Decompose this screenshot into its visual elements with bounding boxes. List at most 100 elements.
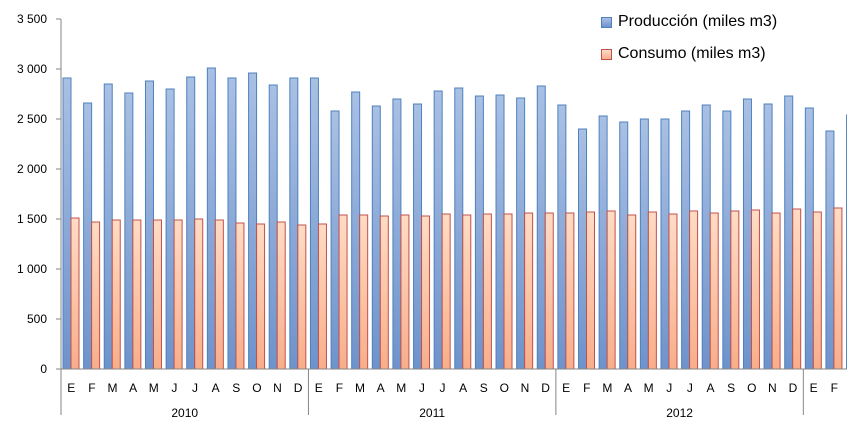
x-group-label-year: 2012 bbox=[666, 406, 693, 420]
y-tick-label: 2 500 bbox=[17, 112, 47, 126]
bar-produccion bbox=[579, 129, 587, 369]
x-tick-label-month: E bbox=[562, 381, 570, 395]
bar-consumo bbox=[463, 215, 471, 369]
bar-produccion bbox=[537, 86, 545, 369]
legend-item-produccion: Producción (miles m3) bbox=[601, 6, 841, 38]
bar-produccion bbox=[84, 103, 92, 369]
x-tick-label-month: D bbox=[541, 381, 550, 395]
y-tick-label: 2 000 bbox=[17, 162, 47, 176]
bar-consumo bbox=[401, 215, 409, 369]
bar-consumo bbox=[525, 213, 533, 369]
bar-consumo bbox=[422, 216, 430, 369]
x-tick-label-month: M bbox=[355, 381, 365, 395]
bar-produccion bbox=[517, 98, 525, 369]
bar-produccion bbox=[145, 81, 153, 369]
bar-consumo bbox=[277, 222, 285, 369]
bar-produccion bbox=[599, 116, 607, 369]
bar-consumo bbox=[112, 220, 120, 369]
x-tick-label-month: S bbox=[727, 381, 735, 395]
y-tick-label: 1 000 bbox=[17, 262, 47, 276]
bar-produccion bbox=[785, 96, 793, 369]
bar-consumo bbox=[813, 212, 821, 369]
bar-produccion bbox=[125, 93, 133, 369]
x-tick-label-month: M bbox=[396, 381, 406, 395]
bar-produccion bbox=[393, 99, 401, 369]
bar-consumo bbox=[710, 213, 718, 369]
bar-produccion bbox=[620, 122, 628, 369]
x-tick-label-month: F bbox=[583, 381, 590, 395]
x-tick-label-month: O bbox=[500, 381, 509, 395]
y-tick-label: 0 bbox=[40, 362, 47, 376]
bar-consumo bbox=[133, 220, 141, 369]
legend-swatch-consumo bbox=[601, 49, 612, 60]
y-tick-label: 1 500 bbox=[17, 212, 47, 226]
bar-consumo bbox=[690, 211, 698, 369]
bar-produccion bbox=[743, 99, 751, 369]
bar-consumo bbox=[92, 222, 100, 369]
bar-produccion bbox=[805, 108, 813, 369]
bar-produccion bbox=[269, 85, 277, 369]
bar-produccion bbox=[702, 105, 710, 369]
bar-produccion bbox=[640, 119, 648, 369]
bar-consumo bbox=[751, 210, 759, 369]
bar-produccion bbox=[723, 111, 731, 369]
x-tick-label-month: O bbox=[747, 381, 756, 395]
bar-consumo bbox=[628, 215, 636, 369]
bar-produccion bbox=[331, 111, 339, 369]
x-tick-label-month: J bbox=[439, 381, 445, 395]
x-tick-label-month: E bbox=[810, 381, 818, 395]
y-tick-label: 3 000 bbox=[17, 62, 47, 76]
bar-produccion bbox=[455, 88, 463, 369]
x-tick-label-month: J bbox=[666, 381, 672, 395]
bar-consumo bbox=[607, 211, 615, 369]
bars-layer bbox=[63, 68, 847, 369]
legend-item-consumo: Consumo (miles m3) bbox=[601, 38, 841, 70]
bar-consumo bbox=[257, 224, 265, 369]
x-tick-label-month: J bbox=[171, 381, 177, 395]
x-tick-label-month: J bbox=[687, 381, 693, 395]
bar-produccion bbox=[475, 96, 483, 369]
bar-produccion bbox=[187, 77, 195, 369]
x-tick-label-month: A bbox=[377, 381, 385, 395]
bar-consumo bbox=[648, 212, 656, 369]
x-group-label-year: 2010 bbox=[171, 406, 198, 420]
bar-consumo bbox=[215, 220, 223, 369]
legend-label-consumo: Consumo (miles m3) bbox=[618, 45, 766, 63]
x-tick-label-month: D bbox=[789, 381, 798, 395]
bar-produccion bbox=[290, 78, 298, 369]
x-tick-label-month: M bbox=[644, 381, 654, 395]
x-tick-label-month: M bbox=[149, 381, 159, 395]
bar-produccion bbox=[249, 73, 257, 369]
bar-consumo bbox=[298, 225, 306, 369]
x-tick-label-month: M bbox=[602, 381, 612, 395]
bar-consumo bbox=[360, 215, 368, 369]
bar-consumo bbox=[318, 224, 326, 369]
bar-consumo bbox=[339, 215, 347, 369]
bar-produccion bbox=[661, 119, 669, 369]
x-tick-label-month: O bbox=[252, 381, 261, 395]
x-tick-label-month: A bbox=[459, 381, 467, 395]
bar-consumo bbox=[236, 223, 244, 369]
x-tick-label-month: A bbox=[707, 381, 715, 395]
x-tick-label-month: D bbox=[294, 381, 303, 395]
x-group-label-year: 2011 bbox=[419, 406, 445, 420]
bar-consumo bbox=[71, 218, 79, 369]
x-tick-label-month: E bbox=[67, 381, 75, 395]
bar-produccion bbox=[496, 95, 504, 369]
bar-consumo bbox=[669, 214, 677, 369]
x-tick-label-month: E bbox=[315, 381, 323, 395]
x-tick-label-month: A bbox=[129, 381, 137, 395]
bar-produccion bbox=[352, 92, 360, 369]
bar-consumo bbox=[566, 213, 574, 369]
bar-consumo bbox=[772, 213, 780, 369]
bar-produccion bbox=[104, 84, 112, 369]
legend-swatch-produccion bbox=[601, 17, 612, 28]
bar-consumo bbox=[793, 209, 801, 369]
bar-consumo bbox=[380, 216, 388, 369]
x-tick-label-month: A bbox=[624, 381, 632, 395]
x-tick-label-month: F bbox=[336, 381, 343, 395]
bar-consumo bbox=[153, 220, 161, 369]
bar-consumo bbox=[545, 213, 553, 369]
bar-consumo bbox=[442, 214, 450, 369]
